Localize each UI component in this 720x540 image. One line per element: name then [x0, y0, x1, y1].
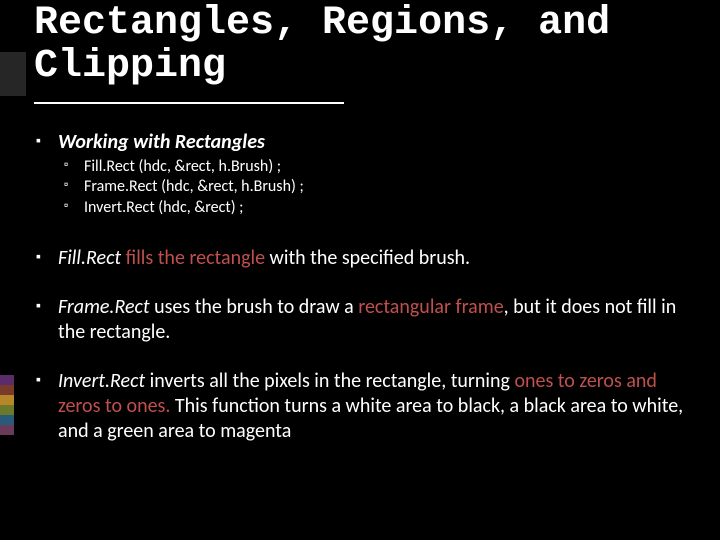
- slide-title: Rectangles, Regions, and Clipping: [34, 2, 694, 88]
- title-underline: [34, 102, 344, 104]
- sub-bullet-framerect-sig: Frame.Rect (hdc, &rect, h.Brush) ;: [58, 177, 694, 197]
- bullet-fillrect-desc: Fill.Rect fills the rectangle with the s…: [34, 246, 694, 271]
- side-accent-stripes: [0, 375, 14, 435]
- slide: Rectangles, Regions, and Clipping Workin…: [0, 0, 720, 540]
- sub-bullet-fillrect-sig: Fill.Rect (hdc, &rect, h.Brush) ;: [58, 157, 694, 177]
- bullet-working-with-rectangles: Working with Rectangles Fill.Rect (hdc, …: [34, 130, 694, 218]
- bullet-framerect-desc: Frame.Rect uses the brush to draw a rect…: [34, 295, 694, 345]
- sub-bullet-invertrect-sig: Invert.Rect (hdc, &rect) ;: [58, 198, 694, 218]
- side-accent-block: [0, 52, 26, 96]
- slide-body: Working with Rectangles Fill.Rect (hdc, …: [34, 130, 694, 468]
- bullet-invertrect-desc: Invert.Rect inverts all the pixels in th…: [34, 369, 694, 444]
